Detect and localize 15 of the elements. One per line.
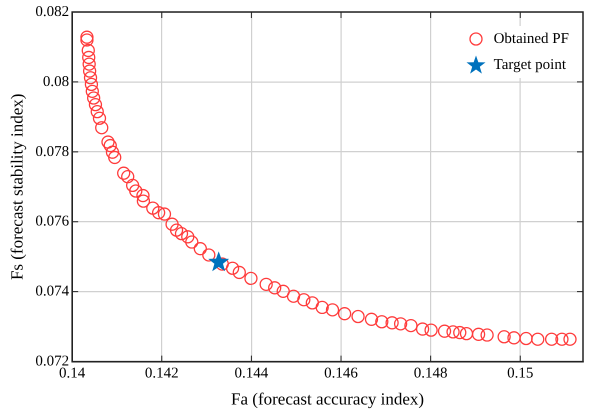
x-tick-label: 0.142 xyxy=(144,366,179,382)
x-tick-label: 0.15 xyxy=(507,366,534,382)
y-tick-label: 0.08 xyxy=(42,74,70,90)
y-tick-label: 0.082 xyxy=(35,4,70,20)
x-axis-title: Fa (forecast accuracy index) xyxy=(231,389,424,408)
x-tick-label: 0.148 xyxy=(414,366,448,382)
x-tick-label: 0.146 xyxy=(324,366,358,382)
legend-label: Obtained PF xyxy=(494,30,569,48)
legend-label: Target point xyxy=(494,56,566,74)
x-tick-label: 0.14 xyxy=(59,366,86,382)
y-axis-title: Fs (forecast stability index) xyxy=(8,94,27,280)
y-tick-label: 0.076 xyxy=(35,214,70,230)
x-tick-label: 0.144 xyxy=(234,366,269,382)
y-tick-label: 0.078 xyxy=(35,144,70,160)
y-tick-label: 0.074 xyxy=(35,284,70,300)
